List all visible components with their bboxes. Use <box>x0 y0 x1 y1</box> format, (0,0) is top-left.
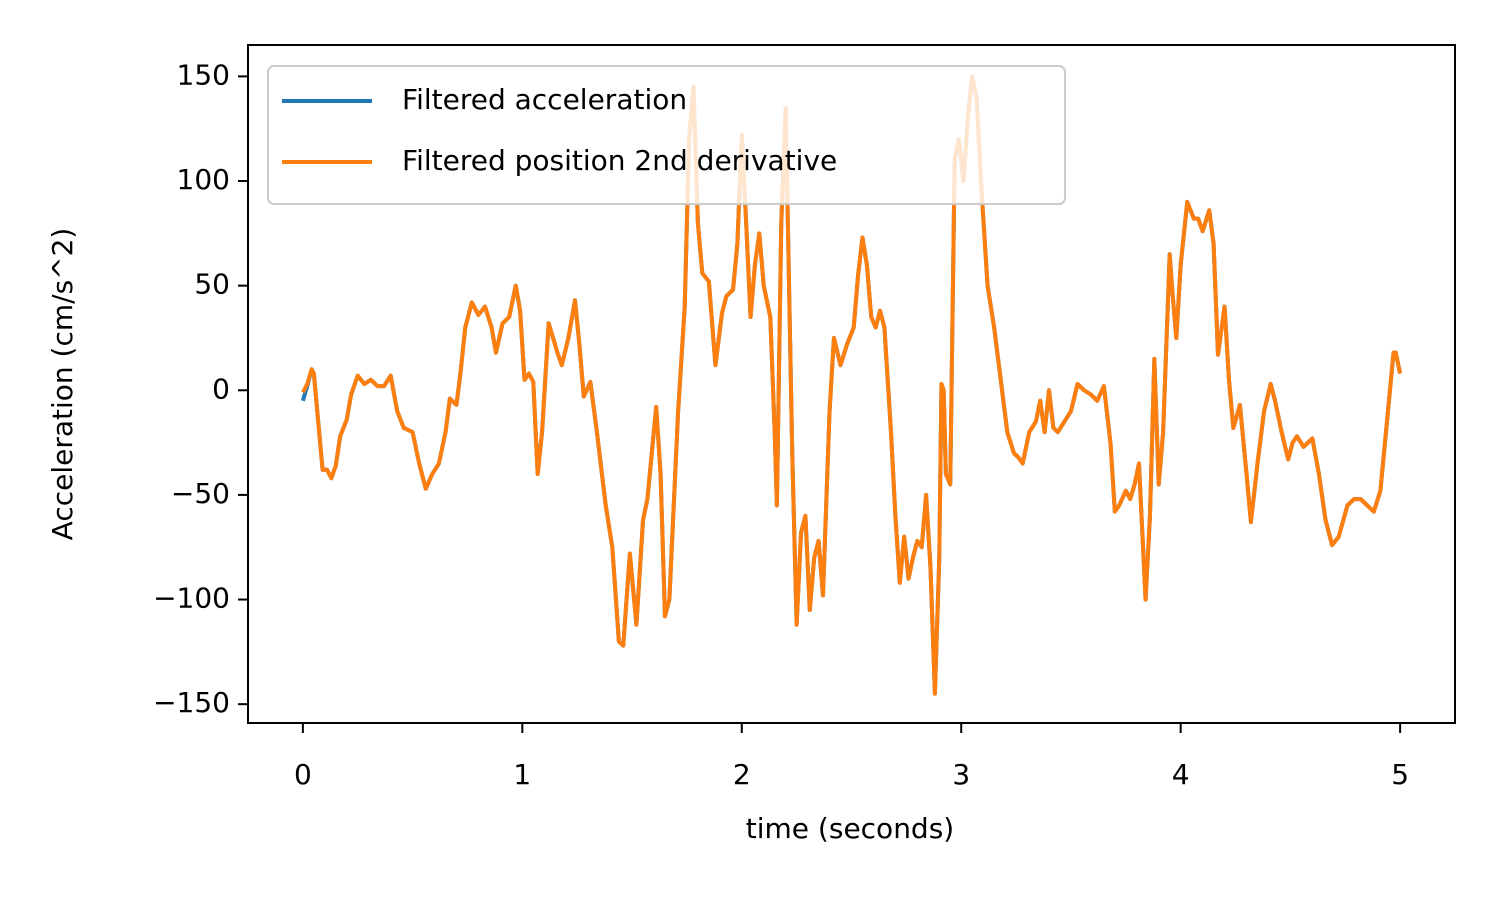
legend-label: Filtered acceleration <box>402 83 687 116</box>
legend-label: Filtered position 2nd derivative <box>402 144 837 177</box>
y-tick-label: 100 <box>177 163 230 196</box>
x-tick-label: 5 <box>1391 758 1409 791</box>
y-tick-label: 0 <box>212 372 230 405</box>
x-tick-label: 4 <box>1172 758 1190 791</box>
y-tick-label: −100 <box>153 582 230 615</box>
y-axis-label: Acceleration (cm/s^2) <box>46 228 79 541</box>
plot-frame <box>247 44 1456 724</box>
x-axis-label: time (seconds) <box>746 812 954 845</box>
y-tick-label: −150 <box>153 686 230 719</box>
y-tick-label: 150 <box>177 58 230 91</box>
x-tick-label: 2 <box>733 758 751 791</box>
x-tick-label: 3 <box>952 758 970 791</box>
x-tick-label: 0 <box>294 758 312 791</box>
x-tick-label: 1 <box>513 758 531 791</box>
data-line <box>301 74 1403 696</box>
y-tick-label: −50 <box>171 477 230 510</box>
y-tick-label: 50 <box>194 268 230 301</box>
legend-box <box>267 65 1066 205</box>
